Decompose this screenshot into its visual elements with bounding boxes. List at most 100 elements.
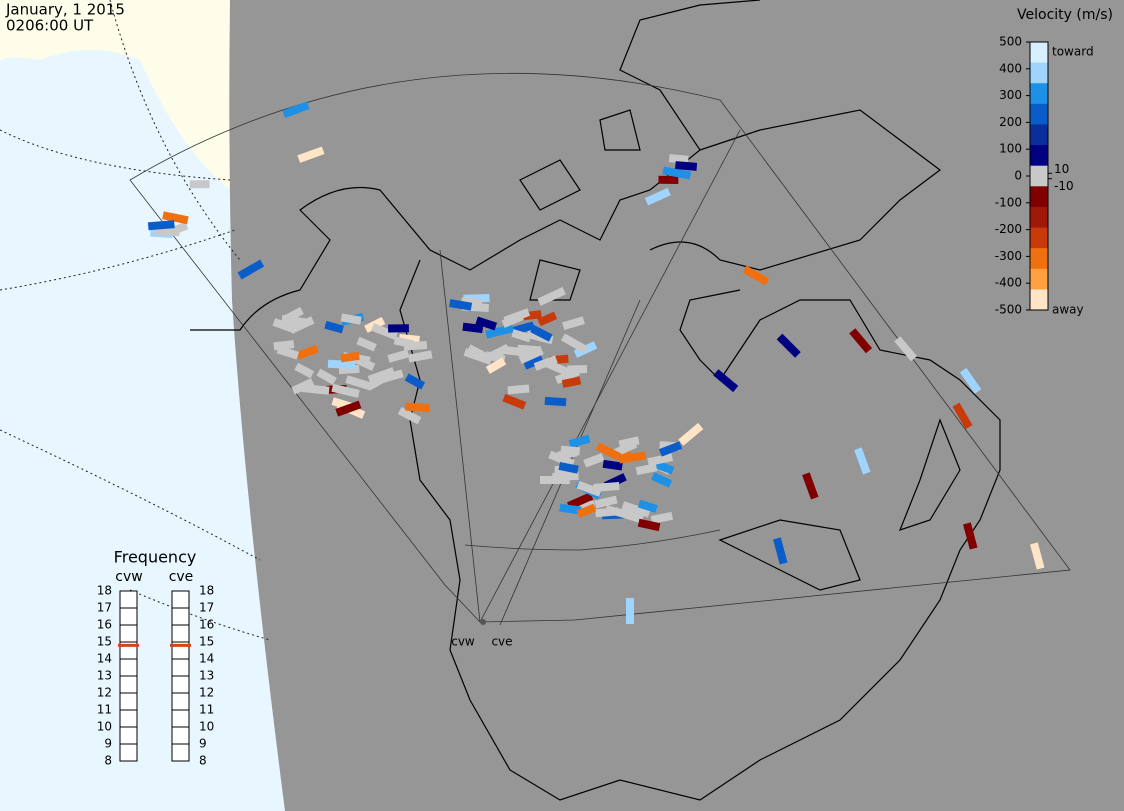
gauge-tick-label: 9 (104, 737, 112, 751)
colorbar-tick-label: -10 (1054, 179, 1074, 193)
gauge-tick-label: 17 (97, 601, 112, 615)
echo-cell (397, 406, 422, 425)
echo-cell (331, 383, 360, 398)
echo-cell (404, 373, 426, 390)
gauge-tick-label: 12 (199, 686, 214, 700)
echo-cell (449, 299, 473, 311)
echo-cell (533, 355, 558, 371)
echo-cell (651, 472, 673, 488)
echo-cell (485, 324, 515, 339)
echo-cell (802, 472, 819, 500)
echo-cell (658, 175, 679, 184)
echo-cell (776, 333, 801, 358)
echo-cell (475, 316, 498, 331)
echo-cell (301, 383, 330, 395)
echo-cell (276, 345, 299, 360)
radar-label: cve (491, 635, 512, 649)
echo-cell (154, 227, 180, 237)
echo-cell (618, 451, 647, 464)
echo-cell (282, 101, 310, 118)
colorbar-segment (1030, 42, 1048, 64)
echo-cell (387, 349, 410, 363)
echo-cell (604, 505, 633, 520)
gauge-label: cvw (115, 569, 142, 585)
gauge-tick-label: 8 (199, 754, 207, 768)
echo-cell (502, 393, 527, 410)
echo-cell (367, 367, 396, 384)
echo-cell (595, 442, 622, 461)
echo-cell (507, 384, 530, 395)
echo-cell (559, 503, 582, 515)
echo-cell (568, 434, 591, 449)
echo-cell (713, 369, 739, 393)
gauge-tick-label: 9 (199, 737, 207, 751)
colorbar-segment (1030, 83, 1048, 105)
echo-cell (544, 396, 567, 407)
echo-cell (501, 312, 524, 328)
colorbar-tick-label: 10 (1054, 162, 1069, 176)
echo-cell (548, 450, 575, 468)
echo-cell (635, 463, 658, 476)
echo-cell (637, 499, 658, 513)
echo-cell (576, 480, 602, 497)
echo-cell (662, 166, 692, 180)
echo-cell (316, 368, 337, 385)
colorbar-segment (1030, 268, 1048, 290)
echo-cell (281, 306, 304, 324)
echo-cell (742, 265, 770, 286)
radar-label: cvw (451, 635, 475, 649)
echo-cell (345, 375, 373, 391)
echo-cell (297, 146, 325, 163)
colorbar-segment (1030, 248, 1048, 270)
echo-cell (550, 475, 570, 485)
echo-cell (959, 367, 982, 394)
echo-cell (560, 333, 588, 354)
echo-cell (340, 313, 362, 325)
echo-cell (576, 503, 597, 519)
gauge-tick-label: 11 (97, 703, 112, 717)
echo-cell (849, 328, 873, 354)
echo-cell (554, 367, 580, 385)
echo-cell (963, 522, 978, 550)
colorbar-tick-label: -100 (995, 195, 1022, 209)
echo-cell (894, 336, 918, 362)
gauge-tick-label: 13 (97, 669, 112, 683)
date: January, 1 2015 (5, 1, 125, 19)
echo-cell (393, 336, 415, 349)
colorbar-segment (1030, 62, 1048, 84)
echo-cell (485, 357, 507, 374)
echo-cell (407, 350, 433, 363)
gauge-tick-label: 18 (97, 584, 112, 598)
frequency-panel: Frequency cvw 8 9 10 11 12 13 14 15 16 17 18 cve 8 9 10 1… (97, 548, 215, 768)
gauge-tick-label: 10 (199, 720, 214, 734)
colorbar-tick-label: -300 (995, 249, 1022, 263)
echo-cell (518, 346, 544, 364)
gauge-tick-label: 17 (199, 601, 214, 615)
echo-cell (594, 495, 618, 509)
echo-cell (558, 462, 579, 474)
colorbar-segment (1030, 165, 1048, 187)
velocity-echoes (147, 101, 1045, 624)
echo-cell (566, 492, 594, 510)
echo-cell (296, 344, 319, 360)
graticule (0, 0, 271, 641)
time: 0206:00 UT (6, 17, 94, 35)
echo-cell (537, 286, 566, 306)
gauge-tick-label: 15 (97, 635, 112, 649)
land-outside (0, 0, 230, 190)
colorbar-top-label: toward (1052, 45, 1094, 59)
echo-cell (668, 154, 689, 164)
colorbar-segment (1030, 186, 1048, 208)
echo-cell (147, 220, 175, 231)
echo-cell (162, 211, 189, 225)
gauge-tick-label: 12 (97, 686, 112, 700)
colorbar-tick-label: 500 (999, 35, 1022, 49)
echo-cell (405, 402, 430, 413)
colorbar-segment (1030, 206, 1048, 229)
echo-cell (371, 323, 398, 341)
echo-cell (561, 376, 582, 388)
echo-cell (189, 180, 210, 189)
colorbar-tick-label: -500 (995, 303, 1022, 317)
frequency-title: Frequency (114, 548, 197, 567)
